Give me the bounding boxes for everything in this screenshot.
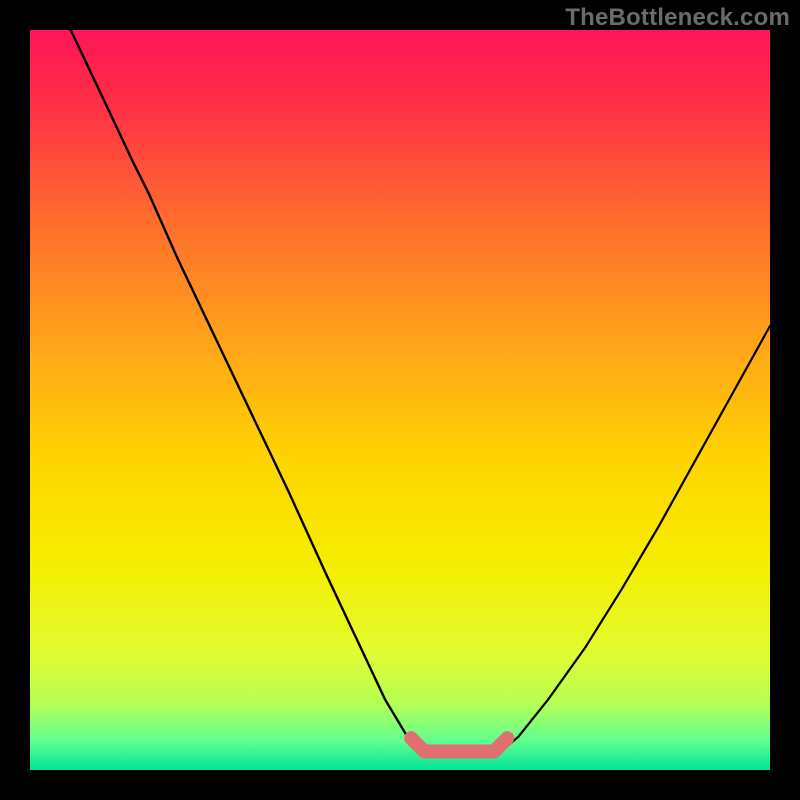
bottleneck-curve-right: [504, 326, 770, 749]
watermark-text: TheBottleneck.com: [565, 4, 790, 32]
bottleneck-curve-left: [71, 30, 419, 749]
plot-area: [30, 30, 770, 770]
curve-layer: [30, 30, 770, 770]
optimal-range-marker: [411, 738, 507, 751]
outer-frame: TheBottleneck.com: [0, 0, 800, 800]
